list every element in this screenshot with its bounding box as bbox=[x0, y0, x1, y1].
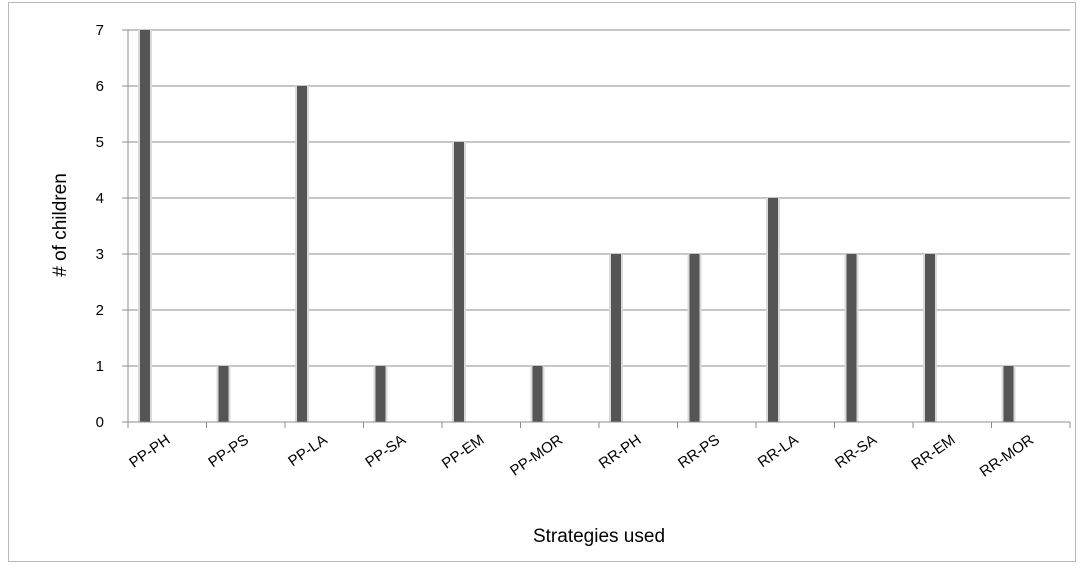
bars bbox=[138, 30, 1016, 422]
y-tick-label: 6 bbox=[96, 78, 104, 95]
axes bbox=[122, 29, 1071, 428]
bar bbox=[297, 86, 307, 422]
bar bbox=[768, 198, 778, 422]
bar bbox=[925, 254, 935, 422]
x-tick-label: RR-LA bbox=[755, 431, 802, 471]
x-tick-label: PP-MOR bbox=[507, 431, 566, 479]
x-tick-label: PP-LA bbox=[285, 431, 330, 470]
y-tick-label: 1 bbox=[96, 358, 104, 375]
bar bbox=[1003, 366, 1014, 422]
bar bbox=[532, 366, 543, 422]
x-tick-label: PP-EM bbox=[439, 431, 488, 472]
y-tick-label: 5 bbox=[96, 134, 104, 151]
x-tick-label: RR-PS bbox=[675, 431, 723, 472]
y-tick-labels: 0 1 2 3 4 5 6 7 bbox=[96, 22, 104, 431]
bar bbox=[375, 366, 386, 422]
x-tick-label: RR-SA bbox=[832, 431, 880, 472]
y-axis-title: # of children bbox=[50, 173, 71, 277]
x-axis-title: Strategies used bbox=[533, 526, 665, 547]
y-tick-label: 7 bbox=[96, 22, 104, 39]
x-tick-label: RR-MOR bbox=[977, 431, 1037, 480]
x-tick-label: PP-SA bbox=[362, 431, 409, 471]
x-tick-label: PP-PH bbox=[126, 431, 173, 471]
bar bbox=[454, 142, 464, 422]
x-tick-label: RR-EM bbox=[908, 431, 958, 473]
y-tick-label: 3 bbox=[96, 246, 104, 263]
x-tick-label: RR-PH bbox=[596, 431, 645, 472]
y-tick-label: 4 bbox=[96, 190, 104, 207]
bar bbox=[689, 254, 700, 422]
chart-area bbox=[8, 2, 1076, 562]
x-tick-label: PP-PS bbox=[205, 431, 252, 471]
y-tick-label: 0 bbox=[96, 414, 104, 431]
bar bbox=[218, 366, 229, 422]
bar bbox=[611, 254, 621, 422]
x-tick-labels: PP-PH PP-PS PP-LA PP-SA PP-EM PP-MOR RR-PH RR-P… bbox=[126, 431, 1037, 480]
bar bbox=[846, 254, 857, 422]
bar bbox=[140, 30, 150, 422]
y-tick-label: 2 bbox=[96, 302, 104, 319]
gridlines bbox=[128, 29, 1070, 367]
